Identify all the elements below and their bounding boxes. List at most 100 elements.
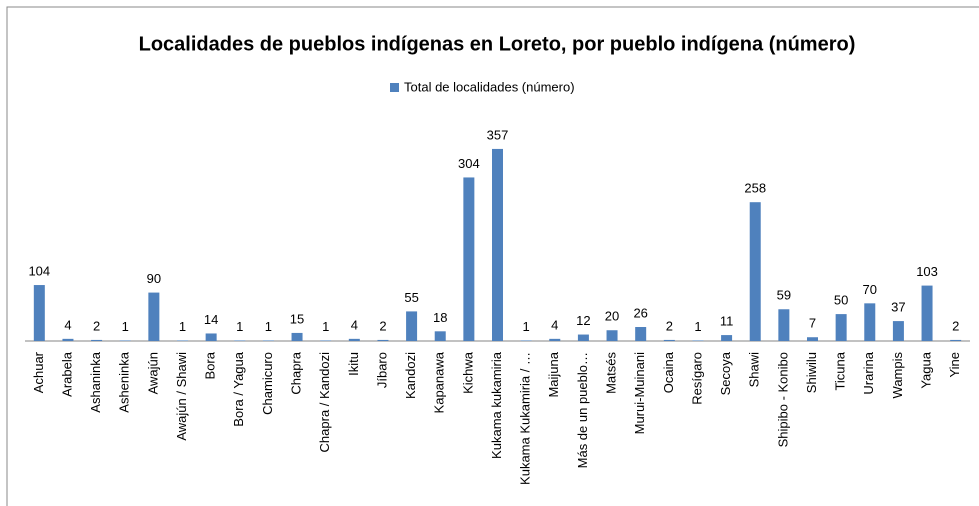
x-tick-label: Secoya <box>718 351 733 395</box>
bar <box>320 340 332 341</box>
bar <box>177 340 188 341</box>
x-tick-label: Bora <box>203 351 218 379</box>
bar <box>950 339 962 341</box>
data-label: 1 <box>694 319 701 334</box>
x-tick-label: Ashaninka <box>88 351 103 412</box>
bar <box>91 339 103 341</box>
bar <box>892 321 904 341</box>
data-label: 26 <box>633 305 647 320</box>
x-tick-label: Kukama kukamiria <box>489 351 504 459</box>
data-label: 304 <box>458 156 480 171</box>
data-label: 2 <box>379 318 386 333</box>
x-tick-label: Achuar <box>31 351 46 393</box>
x-tick-label: Chapra <box>288 351 303 394</box>
x-tick-label: Yine <box>947 352 962 378</box>
data-label: 1 <box>265 319 272 334</box>
data-label: 11 <box>720 314 734 329</box>
data-label: 12 <box>576 313 590 328</box>
bar <box>835 314 847 341</box>
bar <box>205 333 217 341</box>
x-tick-label: Asheninka <box>117 351 132 412</box>
bar <box>33 285 45 341</box>
data-label: 2 <box>93 318 100 333</box>
x-tick-label: Ocaina <box>661 351 676 393</box>
chart-title: Localidades de pueblos indígenas en Lore… <box>139 33 856 55</box>
bar <box>721 335 733 341</box>
x-tick-label: Wampis <box>890 352 905 399</box>
x-tick-label: Kandozi <box>403 352 418 399</box>
x-tick-label: Awajún <box>145 352 160 394</box>
data-label: 1 <box>322 319 329 334</box>
x-tick-label: Más de un pueblo… <box>575 352 590 468</box>
bar <box>864 303 876 341</box>
data-label: 104 <box>28 263 50 278</box>
data-label: 37 <box>891 300 905 315</box>
x-tick-label: Arabela <box>59 351 74 397</box>
x-tick-label: Resígaro <box>689 352 704 405</box>
data-label: 4 <box>551 317 558 332</box>
data-label: 7 <box>809 316 816 331</box>
chart-frame <box>6 6 979 506</box>
bar <box>749 202 761 341</box>
bar <box>234 340 246 341</box>
data-label: 70 <box>863 282 877 297</box>
data-label: 15 <box>290 311 304 326</box>
x-tick-label: Shiwilu <box>804 352 819 393</box>
data-label: 90 <box>147 271 161 286</box>
bar <box>778 309 790 341</box>
bar <box>577 334 589 341</box>
data-label: 1 <box>179 319 186 334</box>
bar <box>635 327 647 341</box>
bar <box>434 331 446 341</box>
bar <box>119 340 131 341</box>
x-tick-label: Ticuna <box>833 351 848 390</box>
data-label: 2 <box>666 318 673 333</box>
data-label: 258 <box>744 181 766 196</box>
data-label: 103 <box>916 264 938 279</box>
x-tick-label: Kichwa <box>460 351 475 394</box>
x-tick-label: Urarina <box>861 351 876 394</box>
x-tick-label: Awajún / Shawi <box>174 352 189 441</box>
x-tick-label: Chapra / Kandozi <box>317 352 332 453</box>
bar <box>377 339 389 341</box>
data-label: 59 <box>777 288 791 303</box>
x-tick-label: Ikitu <box>346 352 361 376</box>
data-label: 14 <box>204 312 218 327</box>
data-label: 4 <box>64 317 71 332</box>
bar <box>606 330 618 341</box>
data-label: 357 <box>487 127 509 142</box>
data-label: 1 <box>523 319 530 334</box>
data-label: 2 <box>952 318 959 333</box>
legend-label: Total de localidades (número) <box>404 79 575 94</box>
bar <box>463 177 475 341</box>
x-tick-label: Maijuna <box>546 351 561 397</box>
x-tick-label: Kapanawa <box>432 351 447 413</box>
data-label: 55 <box>404 290 418 305</box>
bar <box>549 338 561 341</box>
bar <box>807 337 818 341</box>
x-tick-label: Shawi <box>747 352 762 388</box>
bar <box>348 338 360 341</box>
bar <box>692 340 704 341</box>
legend-swatch <box>390 83 399 92</box>
data-label: 4 <box>351 317 358 332</box>
bar <box>492 148 503 341</box>
data-label: 18 <box>433 310 447 325</box>
data-label: 1 <box>236 319 243 334</box>
x-tick-label: Bora / Yagua <box>231 351 246 426</box>
bar <box>406 311 418 341</box>
data-label: 50 <box>834 293 848 308</box>
x-tick-label: Chamicuro <box>260 352 275 415</box>
bar <box>262 340 274 341</box>
bar <box>148 292 160 341</box>
data-label: 1 <box>122 319 129 334</box>
x-tick-label: Kukama Kukamiria / … <box>518 352 533 485</box>
x-tick-label: Yagua <box>918 351 933 388</box>
bar <box>62 338 74 341</box>
x-tick-label: Jíbaro <box>374 352 389 388</box>
x-tick-label: Murui-Muinani <box>632 352 647 434</box>
data-label: 20 <box>605 309 619 324</box>
bar <box>921 285 933 341</box>
x-tick-label: Matsés <box>603 352 618 394</box>
